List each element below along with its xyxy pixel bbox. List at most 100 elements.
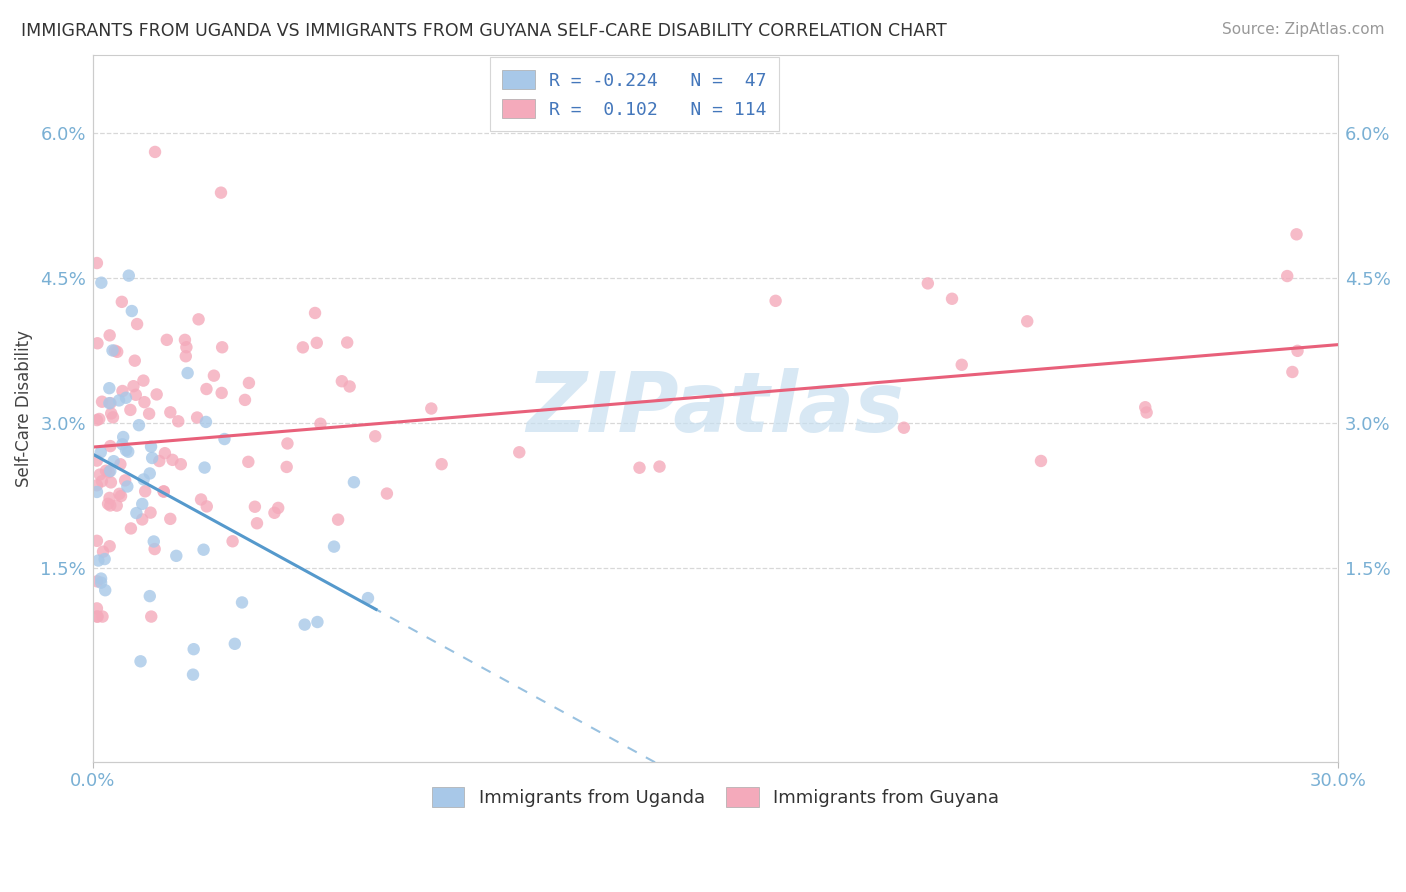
Point [231,595,253,609]
Point [98,539,121,553]
Point [125,388,148,402]
Y-axis label: Self-Care Disability: Self-Care Disability [15,330,32,487]
Point [117,444,139,458]
Point [124,353,146,368]
Point [291,340,314,354]
Point [110,489,132,503]
Point [100,396,122,410]
Point [91,394,114,409]
Text: ZIPatlas: ZIPatlas [526,368,904,449]
Point [86,574,108,589]
Point [111,384,134,398]
Point [115,391,138,405]
Point [1285,227,1308,242]
Point [117,479,139,493]
Point [187,312,209,326]
Point [364,429,387,443]
Point [139,506,162,520]
Point [343,475,366,490]
Point [1281,365,1303,379]
Point [263,506,285,520]
Point [89,412,111,426]
Point [148,454,170,468]
Point [238,376,260,390]
Point [765,293,787,308]
Point [105,344,128,359]
Point [430,457,453,471]
Point [211,340,233,354]
Point [893,421,915,435]
Point [101,343,124,358]
Point [195,500,218,514]
Point [108,487,131,501]
Point [190,492,212,507]
Point [134,395,156,409]
Point [330,374,353,388]
Point [98,328,121,343]
Point [86,609,108,624]
Point [98,491,121,505]
Point [1277,268,1299,283]
Point [98,499,121,513]
Point [90,575,112,590]
Point [305,335,328,350]
Point [165,549,187,563]
Point [174,333,197,347]
Point [195,382,218,396]
Point [118,268,141,283]
Point [127,317,149,331]
Point [214,432,236,446]
Point [141,450,163,465]
Point [142,534,165,549]
Point [152,484,174,499]
Point [375,486,398,500]
Point [267,500,290,515]
Point [159,512,181,526]
Point [152,484,174,499]
Point [97,465,120,479]
Point [174,349,197,363]
Point [86,601,108,615]
Point [122,379,145,393]
Point [145,387,167,401]
Point [167,414,190,428]
Point [143,542,166,557]
Point [98,381,121,395]
Point [143,145,166,159]
Point [86,478,108,492]
Point [224,637,246,651]
Point [134,484,156,499]
Point [276,459,298,474]
Point [209,186,232,200]
Point [104,343,127,358]
Point [91,609,114,624]
Point [246,516,269,531]
Point [238,455,260,469]
Point [90,445,112,459]
Text: Source: ZipAtlas.com: Source: ZipAtlas.com [1222,22,1385,37]
Point [194,460,217,475]
Point [276,436,298,450]
Point [508,445,530,459]
Point [181,667,204,681]
Point [139,467,162,481]
Point [1136,405,1159,419]
Point [186,410,208,425]
Point [1029,454,1052,468]
Point [86,413,108,427]
Point [91,544,114,558]
Text: IMMIGRANTS FROM UGANDA VS IMMIGRANTS FROM GUYANA SELF-CARE DISABILITY CORRELATIO: IMMIGRANTS FROM UGANDA VS IMMIGRANTS FRO… [21,22,946,40]
Point [1017,314,1039,328]
Point [221,534,243,549]
Point [138,407,160,421]
Point [86,453,108,467]
Point [648,459,671,474]
Point [129,654,152,668]
Point [304,306,326,320]
Point [114,474,136,488]
Point [183,642,205,657]
Point [98,396,121,410]
Point [105,499,128,513]
Point [111,294,134,309]
Point [86,256,108,270]
